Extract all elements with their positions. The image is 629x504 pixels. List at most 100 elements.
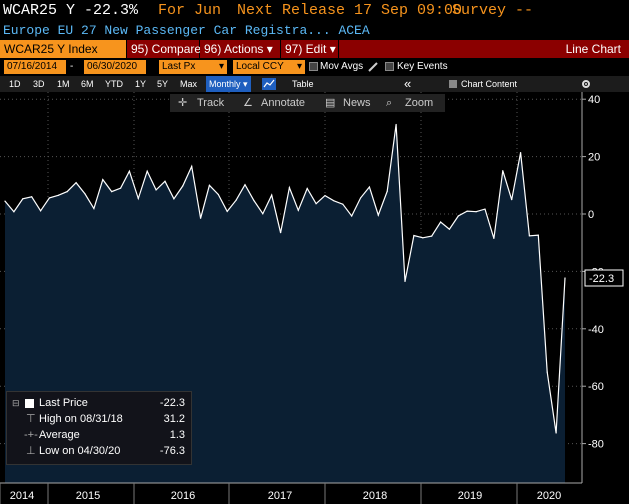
data-point [208,184,211,186]
x-tick-label: 2018 [363,490,387,502]
data-point [431,235,433,237]
high-value: 31.2 [163,413,185,425]
mov-avgs-checkbox[interactable] [309,62,318,71]
annotate-icon: ∠ [243,97,253,109]
data-point [164,180,166,182]
period-6m-button[interactable]: 6M [81,79,94,89]
data-point [342,203,344,205]
chevron-down-icon: ▾ [243,79,248,89]
currency-label: Local CCY [236,61,284,72]
data-point [31,196,33,198]
x-tick-label: 2014 [10,490,34,502]
data-point [564,277,566,279]
edit-button[interactable]: 97) Edit ▾ [281,40,338,58]
low-value: -76.3 [159,445,185,457]
data-point [217,193,219,196]
period-1m-button[interactable]: 1M [57,79,70,89]
data-point [333,200,335,202]
collapse-icon[interactable]: « [404,76,412,91]
security-field[interactable]: WCAR25 Y Index [0,40,126,58]
average-marker-icon: -+- [24,429,38,441]
average-label: Average [39,429,80,441]
price-field-select[interactable]: Last Px ▾ [159,60,227,74]
data-point [315,203,317,205]
zoom-button[interactable]: Zoom [405,97,434,109]
period-max-button[interactable]: Max [180,79,198,89]
frequency-select[interactable]: Monthly ▾ [206,76,251,92]
data-point [244,184,246,186]
data-point [555,432,557,434]
data-point [66,191,68,193]
data-point [137,197,139,200]
chevron-down-icon: ▾ [266,42,273,56]
period-1d-button[interactable]: 1D [9,79,21,89]
data-point [359,197,362,199]
price-field-label: Last Px [162,61,196,72]
data-point [546,371,548,373]
key-events-checkbox[interactable] [385,62,394,71]
data-point [146,170,148,172]
data-point [466,210,468,212]
chart-type-label[interactable]: Line Chart [339,40,629,58]
compare-button[interactable]: 95) Compare [127,40,201,58]
end-date-field[interactable]: 06/30/2020 [84,60,146,74]
high-marker-icon: ⊤ [26,413,36,425]
data-point [448,228,451,230]
data-point [57,194,59,196]
data-point [4,200,6,202]
pencil-icon[interactable] [368,62,378,72]
period-5y-button[interactable]: 5Y [157,79,169,89]
data-point [119,187,122,189]
table-button[interactable]: Table [292,79,314,89]
data-point [271,194,273,196]
ticker: WCAR25 Y [3,2,76,19]
period-label: For Jun [158,2,222,19]
legend-low: ⊥ Low on 04/30/20 -76.3 [7,443,191,459]
line-chart-icon[interactable] [262,78,276,90]
gear-icon[interactable] [581,79,591,89]
track-button[interactable]: Track [197,97,225,109]
key-events-label: Key Events [397,61,448,72]
average-value: 1.3 [169,429,185,441]
period-1y-button[interactable]: 1Y [135,79,147,89]
y-tick-label: -80 [588,439,604,451]
zoom-icon: ⌕ [386,97,393,109]
news-icon: ▤ [325,97,336,109]
data-point [182,185,184,187]
data-point [395,123,397,126]
actions-label: 96) Actions [204,42,264,56]
data-point [386,190,388,192]
mov-avgs-label: Mov Avgs [320,61,364,72]
news-button[interactable]: News [343,97,371,109]
x-tick-label: 2020 [537,490,561,502]
start-date-field[interactable]: 07/16/2014 [4,60,66,74]
data-point [191,165,193,167]
y-tick-label: -60 [588,381,604,393]
currency-select[interactable]: Local CCY ▾ [233,60,305,74]
last-price-value: -22.3 [159,397,185,409]
annotate-button[interactable]: Annotate [261,97,306,109]
chevron-down-icon: ▾ [218,61,224,72]
actions-button[interactable]: 96) Actions ▾ [200,40,280,58]
data-point [413,234,415,237]
date-separator: - [70,61,74,72]
x-tick-label: 2016 [171,490,195,502]
high-label: High on 08/31/18 [39,413,123,425]
chart-toolbar: ✛ Track ∠ Annotate ▤ News ⌕ Zoom [170,94,445,112]
legend-last-price: ⊟ Last Price -22.3 [7,395,191,411]
data-point [511,199,513,201]
series-swatch-icon [25,399,34,408]
data-point [484,208,486,210]
description-text: Europe EU 27 New Passenger Car Registra.… [3,23,370,38]
last-price-label: Last Price [39,397,88,409]
chart-content-button[interactable]: Chart Content [461,79,518,89]
period-ytd-button[interactable]: YTD [105,79,123,89]
y-tick-label: 20 [588,152,600,164]
legend: ⊟ Last Price -22.3 ⊤ High on 08/31/18 31… [6,391,192,465]
collapse-icon[interactable]: ⊟ [12,398,20,408]
data-point [475,211,477,213]
period-3d-button[interactable]: 3D [33,79,45,89]
data-point [199,217,202,219]
data-point [84,193,86,195]
